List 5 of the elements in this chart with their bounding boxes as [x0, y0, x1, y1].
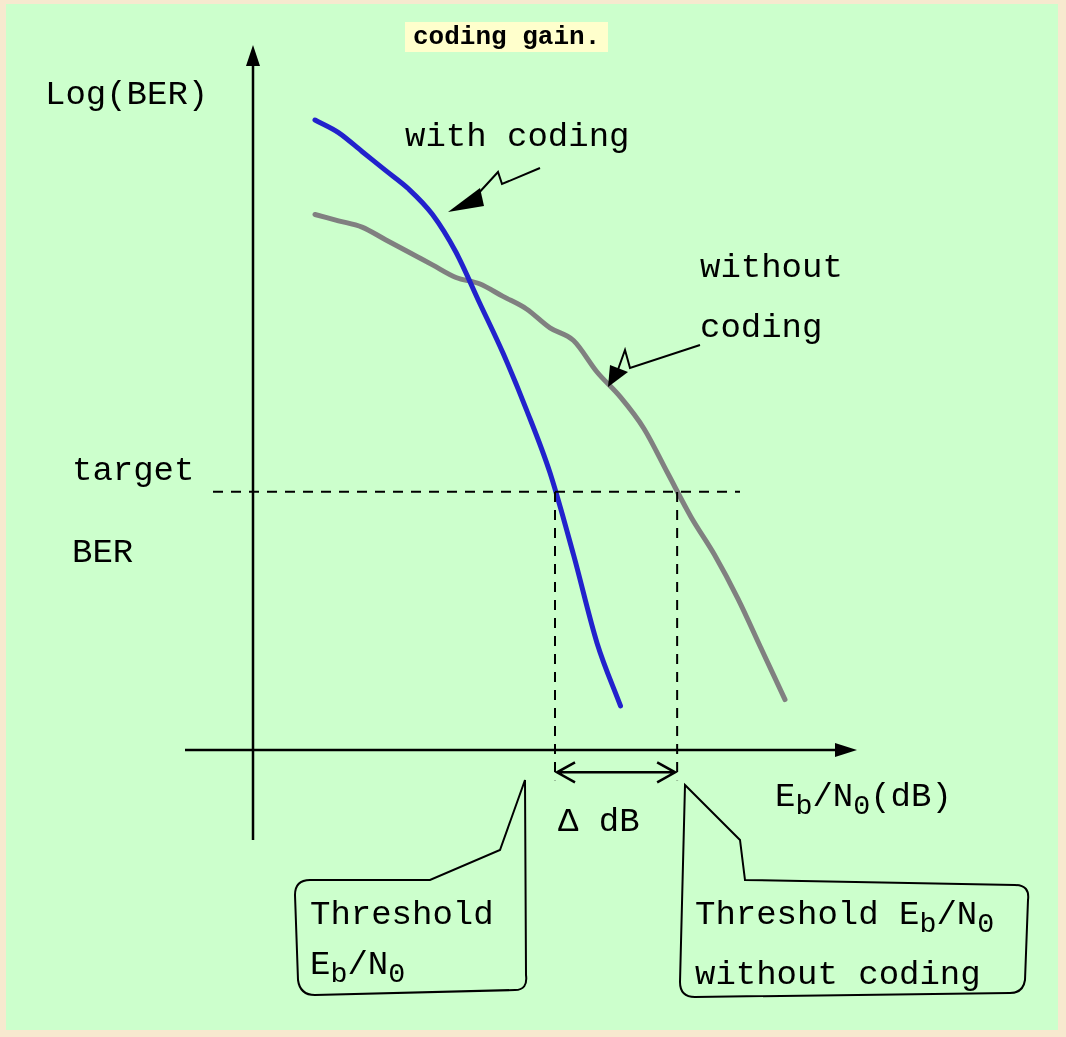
series-label: with coding — [405, 118, 630, 156]
text: target BER — [72, 452, 195, 572]
text: without coding — [700, 248, 844, 349]
chart-title: coding gain. — [405, 22, 609, 52]
y-axis-title: Log(BER) — [45, 76, 209, 114]
